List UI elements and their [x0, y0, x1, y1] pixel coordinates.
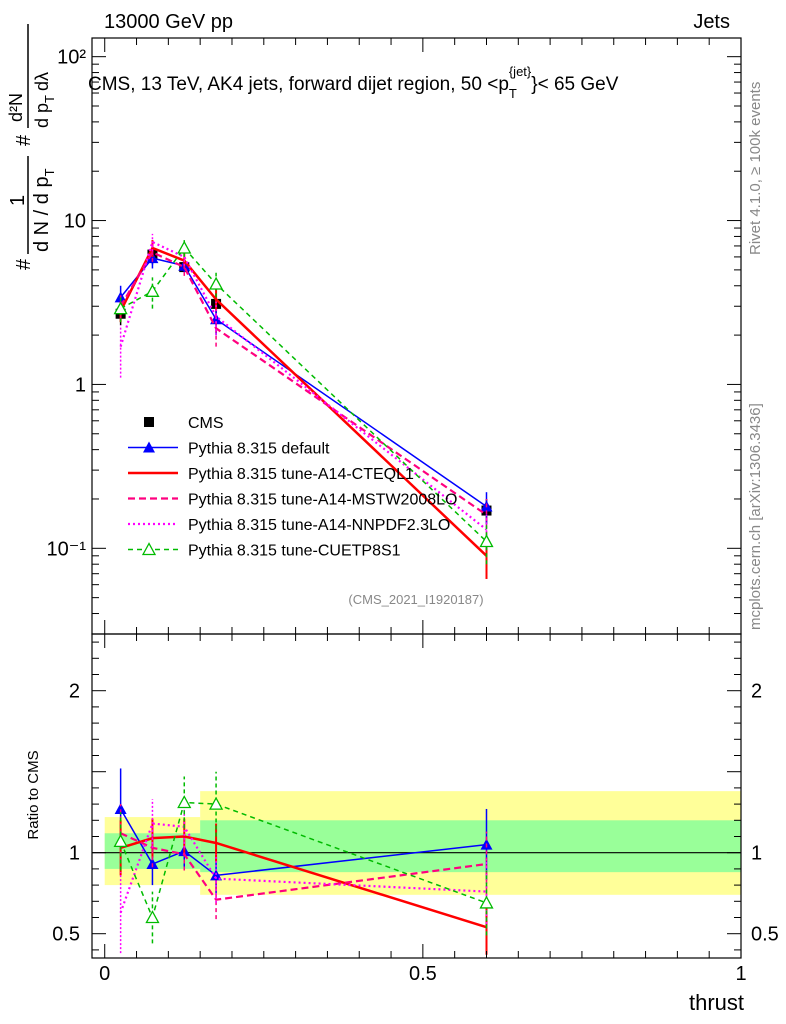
- ratio-y-axis-label: Ratio to CMS: [25, 750, 42, 839]
- chart-title: CMS, 13 TeV, AK4 jets, forward dijet reg…: [88, 64, 619, 101]
- ratio-ytick-label-right-0: 0.5: [751, 924, 779, 946]
- ratio-series-4-point-1: [145, 910, 160, 924]
- title-sub: T: [509, 86, 517, 101]
- ylabel-rhs-numerator: d²N: [6, 93, 26, 122]
- panel-frames: [91, 37, 742, 959]
- legend-label-3: Pythia 8.315 tune-A14-MSTW2008LO: [188, 492, 457, 509]
- legend-item-2: Pythia 8.315 tune-A14-CTEQL1: [128, 466, 414, 483]
- title-pre: CMS, 13 TeV, AK4 jets, forward dijet reg…: [88, 74, 509, 95]
- ratio-uncertainty-bands: [104, 791, 741, 895]
- ratio-series-4-point-3: [208, 796, 224, 810]
- main-series-5-point-1: [145, 283, 160, 297]
- legend: CMS Pythia 8.315 default Pythia 8.315 tune…: [128, 415, 457, 560]
- ratio-ytick-label-left-2: 2: [69, 681, 80, 703]
- main-series-5: [113, 240, 494, 565]
- main-series-5-point-4: [479, 534, 494, 548]
- ratio-series-4-point-2: [177, 795, 192, 809]
- ylabel-one: 1: [7, 195, 29, 206]
- ylabel-denominator: d N / d pT: [31, 168, 57, 252]
- main-ytick-label-2: 10: [64, 211, 86, 233]
- ratio-ytick-label-right-1: 1: [751, 843, 762, 865]
- ratio-series-0-point-0: [114, 802, 127, 814]
- main-series-1-point-1: [146, 252, 159, 264]
- legend-item-5: Pythia 8.315 tune-CUETP8S1: [128, 542, 401, 560]
- ratio-panel-marks: [113, 768, 494, 955]
- header-right: Jets: [693, 11, 730, 33]
- header-left: 13000 GeV pp: [104, 11, 233, 33]
- ratio-series-4: [113, 771, 494, 944]
- rivet-label: Rivet 4.1.0, ≥ 100k events: [747, 82, 764, 255]
- legend-item-0: CMS: [144, 415, 224, 432]
- legend-item-3: Pythia 8.315 tune-A14-MSTW2008LO: [128, 492, 457, 509]
- legend-item-1: Pythia 8.315 default: [128, 441, 330, 458]
- main-ytick-label-3: 10²: [57, 47, 86, 69]
- main-series-5-line: [120, 246, 488, 543]
- legend-label-1: Pythia 8.315 default: [188, 441, 330, 458]
- ylabel-hash-1: #: [13, 258, 35, 270]
- ratio-xtick-label-2: 1: [735, 963, 746, 985]
- title-sup: {jet}: [509, 64, 532, 79]
- main-series-1: [114, 249, 493, 525]
- legend-marker-1: [143, 441, 155, 453]
- main-y-axis-label: # 1 d N / d pT # d²N d pTdλ: [6, 24, 57, 270]
- legend-label-4: Pythia 8.315 tune-A14-NNPDF2.3LO: [188, 517, 450, 534]
- ylabel-hash-2: #: [13, 134, 35, 146]
- ratio-series-4-point-4: [479, 895, 494, 909]
- main-series-3-line: [119, 250, 488, 516]
- legend-item-4: Pythia 8.315 tune-A14-NNPDF2.3LO: [128, 517, 450, 534]
- ratio-ytick-label-right-2: 2: [751, 681, 762, 703]
- legend-label-2: Pythia 8.315 tune-A14-CTEQL1: [188, 466, 414, 483]
- legend-marker-5: [141, 542, 157, 556]
- main-panel-marks: [113, 233, 494, 579]
- ratio-panel-frame: [91, 633, 742, 959]
- analysis-watermark: (CMS_2021_I1920187): [348, 592, 483, 607]
- ratio-xtick-label-1: 0.5: [409, 963, 437, 985]
- legend-label-5: Pythia 8.315 tune-CUETP8S1: [188, 543, 401, 560]
- ratio-xtick-label-0: 0: [99, 963, 110, 985]
- main-ytick-label-0: 10⁻¹: [47, 538, 87, 560]
- ratio-ytick-label-left-0: 0.5: [52, 924, 80, 946]
- main-ytick-label-1: 1: [75, 374, 86, 396]
- mcplots-label: mcplots.cern.ch [arXiv:1306.3436]: [747, 403, 764, 630]
- x-axis-label: thrust: [689, 990, 744, 1015]
- title-post: }< 65 GeV: [531, 74, 618, 95]
- ratio-ytick-label-left-1: 1: [69, 843, 80, 865]
- ylabel-rhs-denominator: d pTdλ: [32, 72, 57, 128]
- legend-label-0: CMS: [188, 415, 224, 432]
- main-series-5-point-0: [113, 301, 128, 315]
- main-series-5-point-2: [177, 240, 192, 254]
- main-series-5-point-3: [208, 276, 224, 290]
- legend-marker-0: [144, 417, 154, 427]
- ratio-series-4-point-0: [113, 834, 128, 848]
- main-series-2-line: [119, 246, 488, 557]
- main-series-4-line: [119, 240, 488, 531]
